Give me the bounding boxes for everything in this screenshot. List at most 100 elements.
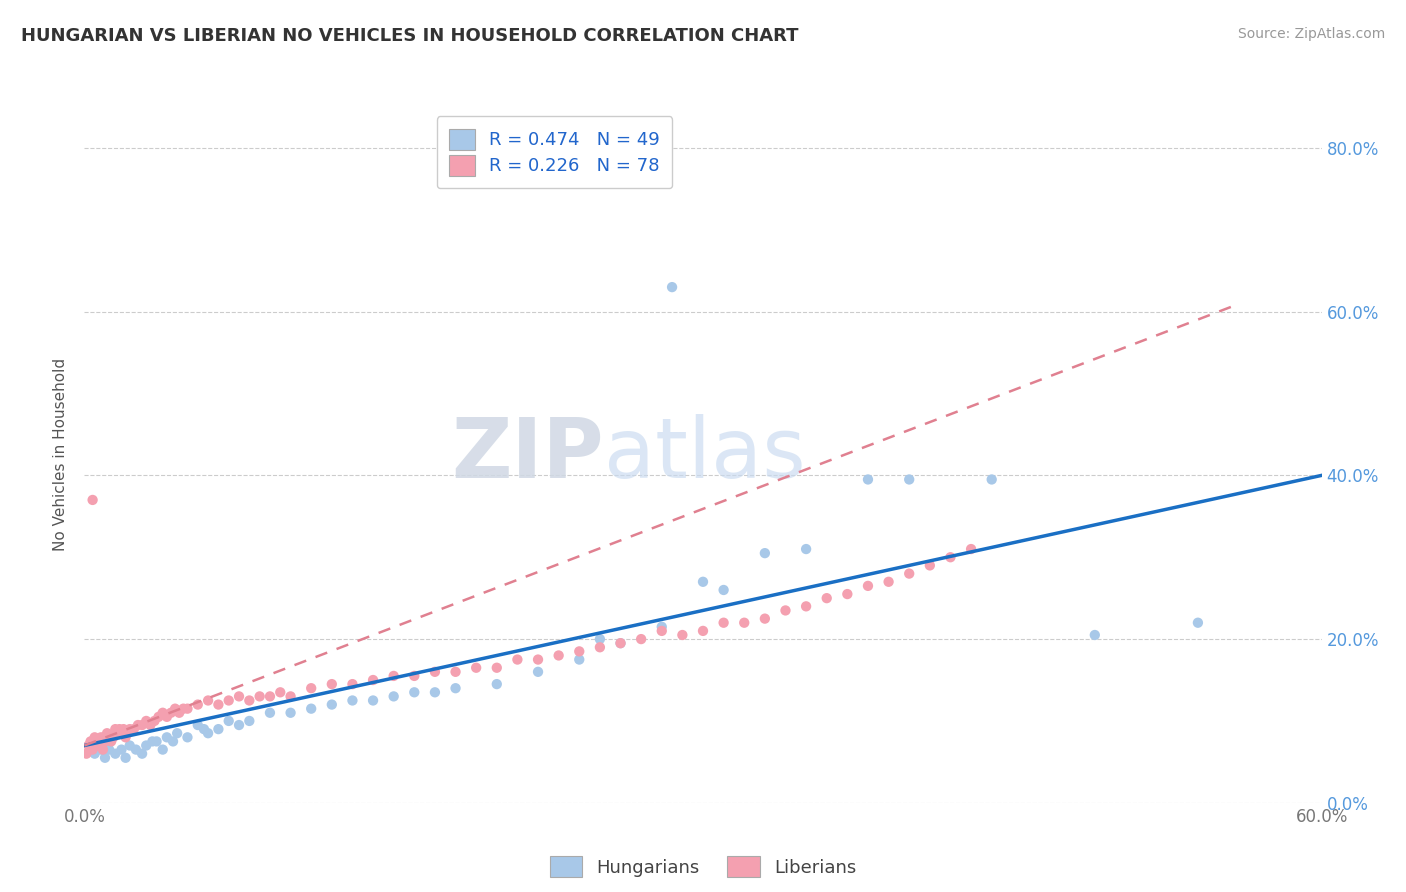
Point xyxy=(382,669,405,683)
Point xyxy=(152,706,174,720)
Point xyxy=(630,632,652,646)
Point xyxy=(651,624,673,638)
Point xyxy=(100,734,122,748)
Point xyxy=(404,669,426,683)
Point xyxy=(148,710,170,724)
Point xyxy=(176,731,198,745)
Point xyxy=(713,582,735,597)
Point xyxy=(342,693,364,707)
Point xyxy=(444,681,467,696)
Text: HUNGARIAN VS LIBERIAN NO VEHICLES IN HOUSEHOLD CORRELATION CHART: HUNGARIAN VS LIBERIAN NO VEHICLES IN HOU… xyxy=(21,27,799,45)
Point xyxy=(547,648,569,663)
Point xyxy=(122,722,145,736)
Point xyxy=(79,734,101,748)
Point xyxy=(86,739,108,753)
Point xyxy=(856,579,879,593)
Point xyxy=(321,698,343,712)
Point xyxy=(114,751,136,765)
Point xyxy=(754,546,776,560)
Point xyxy=(856,473,879,487)
Point xyxy=(299,701,322,715)
Point xyxy=(94,751,117,765)
Point xyxy=(135,714,157,728)
Point xyxy=(382,690,405,704)
Point xyxy=(156,710,179,724)
Point xyxy=(361,693,384,707)
Point xyxy=(218,693,240,707)
Point xyxy=(423,665,446,679)
Point xyxy=(568,652,591,666)
Text: Source: ZipAtlas.com: Source: ZipAtlas.com xyxy=(1237,27,1385,41)
Point xyxy=(125,742,148,756)
Point xyxy=(108,722,131,736)
Point xyxy=(172,701,194,715)
Point xyxy=(98,731,121,745)
Point xyxy=(82,742,104,756)
Point xyxy=(299,681,322,696)
Text: ZIP: ZIP xyxy=(451,415,605,495)
Point xyxy=(197,693,219,707)
Point xyxy=(794,542,817,557)
Point xyxy=(960,542,983,557)
Point xyxy=(444,665,467,679)
Point xyxy=(485,661,508,675)
Point xyxy=(485,677,508,691)
Point xyxy=(197,726,219,740)
Point xyxy=(837,587,859,601)
Point xyxy=(218,714,240,728)
Point xyxy=(90,731,112,745)
Point xyxy=(77,739,100,753)
Point xyxy=(91,742,114,756)
Point xyxy=(342,677,364,691)
Point xyxy=(193,722,215,736)
Point xyxy=(156,731,179,745)
Point xyxy=(506,652,529,666)
Point xyxy=(114,731,136,745)
Point xyxy=(105,726,128,740)
Point xyxy=(527,652,550,666)
Text: atlas: atlas xyxy=(605,415,806,495)
Point xyxy=(1084,628,1107,642)
Point xyxy=(96,726,118,740)
Point xyxy=(75,747,97,761)
Point xyxy=(139,718,162,732)
Point xyxy=(82,492,104,507)
Point xyxy=(713,615,735,630)
Point xyxy=(733,615,755,630)
Point xyxy=(187,698,209,712)
Point xyxy=(94,734,117,748)
Point xyxy=(112,722,135,736)
Point xyxy=(280,706,302,720)
Point xyxy=(939,550,962,565)
Point xyxy=(918,558,941,573)
Point xyxy=(166,726,188,740)
Point xyxy=(238,714,260,728)
Point xyxy=(589,632,612,646)
Point xyxy=(160,706,183,720)
Point xyxy=(228,690,250,704)
Y-axis label: No Vehicles in Household: No Vehicles in Household xyxy=(53,359,69,551)
Point xyxy=(423,685,446,699)
Point xyxy=(877,574,900,589)
Point xyxy=(651,620,673,634)
Point xyxy=(238,693,260,707)
Point xyxy=(152,742,174,756)
Point xyxy=(609,636,631,650)
Legend: Hungarians, Liberians: Hungarians, Liberians xyxy=(543,849,863,884)
Point xyxy=(794,599,817,614)
Point xyxy=(143,714,166,728)
Point xyxy=(118,739,141,753)
Point xyxy=(98,742,121,756)
Point xyxy=(207,698,229,712)
Point xyxy=(671,628,693,642)
Point xyxy=(145,734,167,748)
Point xyxy=(162,734,184,748)
Point xyxy=(104,747,127,761)
Point xyxy=(83,747,105,761)
Point xyxy=(589,640,612,655)
Point xyxy=(131,747,153,761)
Point xyxy=(249,690,271,704)
Point xyxy=(898,473,921,487)
Point xyxy=(83,731,105,745)
Point xyxy=(280,690,302,704)
